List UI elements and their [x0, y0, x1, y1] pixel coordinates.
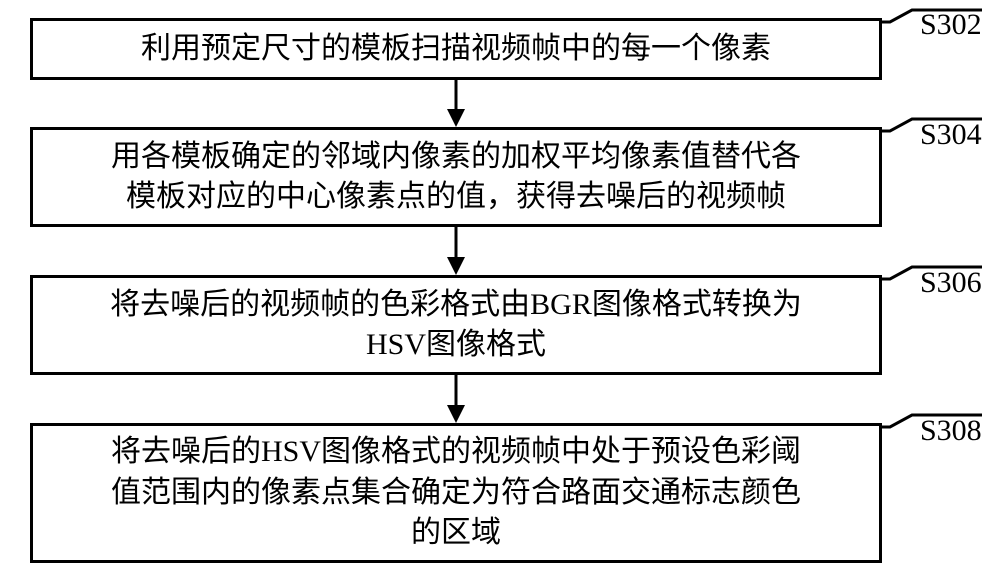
flowchart-canvas: 利用预定尺寸的模板扫描视频帧中的每一个像素S302用各模板确定的邻域内像素的加权…	[0, 0, 1000, 579]
arrow-3	[0, 0, 1000, 579]
